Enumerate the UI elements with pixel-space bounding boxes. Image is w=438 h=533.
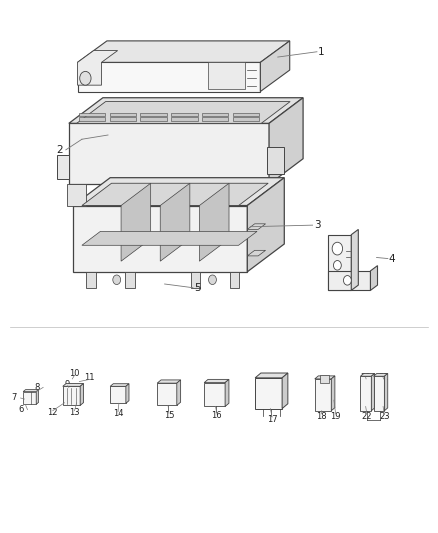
Polygon shape <box>69 98 303 123</box>
Polygon shape <box>204 383 225 407</box>
Text: 19: 19 <box>330 411 341 421</box>
Circle shape <box>113 275 120 285</box>
Polygon shape <box>385 374 388 411</box>
Text: 4: 4 <box>389 254 396 263</box>
Polygon shape <box>140 113 167 116</box>
Polygon shape <box>110 113 136 116</box>
Polygon shape <box>157 383 177 406</box>
Text: 3: 3 <box>314 220 321 230</box>
Polygon shape <box>233 117 259 120</box>
Polygon shape <box>360 376 371 411</box>
Polygon shape <box>160 183 190 261</box>
Text: 13: 13 <box>69 408 80 417</box>
Polygon shape <box>371 265 378 290</box>
Polygon shape <box>57 155 69 179</box>
Text: 8: 8 <box>34 383 40 392</box>
Polygon shape <box>78 51 118 85</box>
Circle shape <box>333 261 341 270</box>
Polygon shape <box>260 41 290 92</box>
Text: 15: 15 <box>164 411 174 420</box>
Text: 10: 10 <box>69 369 80 378</box>
Text: 22: 22 <box>362 411 372 421</box>
Text: 20: 20 <box>361 373 371 382</box>
Polygon shape <box>233 113 259 116</box>
Polygon shape <box>199 183 229 261</box>
Polygon shape <box>191 272 200 288</box>
Polygon shape <box>23 392 36 405</box>
Polygon shape <box>247 177 284 272</box>
Circle shape <box>332 242 343 255</box>
Polygon shape <box>247 251 265 256</box>
Polygon shape <box>202 113 228 116</box>
Polygon shape <box>374 376 385 411</box>
Polygon shape <box>247 224 265 229</box>
Polygon shape <box>282 373 288 409</box>
Polygon shape <box>255 373 288 378</box>
Polygon shape <box>125 272 135 288</box>
Polygon shape <box>82 231 257 245</box>
Polygon shape <box>204 379 229 383</box>
Polygon shape <box>80 384 84 406</box>
Text: 17: 17 <box>267 415 277 424</box>
Circle shape <box>343 276 351 285</box>
Polygon shape <box>225 379 229 407</box>
Polygon shape <box>23 390 39 392</box>
Polygon shape <box>331 376 335 411</box>
Polygon shape <box>110 386 126 403</box>
Text: 16: 16 <box>212 411 222 420</box>
Polygon shape <box>171 113 198 116</box>
Polygon shape <box>86 272 96 288</box>
Polygon shape <box>157 380 180 383</box>
Text: 18: 18 <box>316 411 327 421</box>
Circle shape <box>80 71 91 85</box>
Text: 6: 6 <box>19 405 24 414</box>
Polygon shape <box>63 386 80 406</box>
Polygon shape <box>110 117 136 120</box>
Polygon shape <box>351 229 358 290</box>
Polygon shape <box>36 390 39 405</box>
Polygon shape <box>140 117 167 120</box>
Polygon shape <box>267 147 284 174</box>
Polygon shape <box>230 272 240 288</box>
Polygon shape <box>360 374 374 376</box>
Polygon shape <box>126 384 129 403</box>
Polygon shape <box>320 375 328 383</box>
Text: 11: 11 <box>84 373 95 382</box>
Polygon shape <box>121 183 151 261</box>
Polygon shape <box>78 41 290 62</box>
Text: 23: 23 <box>379 411 390 421</box>
Polygon shape <box>73 177 284 206</box>
Polygon shape <box>63 384 84 386</box>
Text: 12: 12 <box>47 408 58 417</box>
Polygon shape <box>315 376 335 379</box>
Polygon shape <box>374 374 388 376</box>
Polygon shape <box>269 98 303 184</box>
Text: 21: 21 <box>378 373 389 382</box>
Polygon shape <box>82 183 268 206</box>
Text: 7: 7 <box>12 393 17 402</box>
Text: 14: 14 <box>113 409 123 418</box>
Polygon shape <box>171 117 198 120</box>
Polygon shape <box>78 62 260 92</box>
Polygon shape <box>77 102 290 123</box>
Text: 5: 5 <box>194 283 201 293</box>
Polygon shape <box>328 235 351 290</box>
Text: 1: 1 <box>318 47 325 56</box>
Polygon shape <box>315 379 331 411</box>
Text: 2: 2 <box>57 145 63 155</box>
Polygon shape <box>328 271 371 290</box>
Polygon shape <box>255 378 282 409</box>
Polygon shape <box>202 117 228 120</box>
Polygon shape <box>79 113 105 116</box>
Polygon shape <box>73 206 247 272</box>
Circle shape <box>208 275 216 285</box>
Polygon shape <box>79 117 105 120</box>
Polygon shape <box>110 384 129 386</box>
Polygon shape <box>69 123 269 184</box>
Polygon shape <box>67 184 86 206</box>
Polygon shape <box>371 374 374 411</box>
Polygon shape <box>177 380 180 406</box>
Polygon shape <box>208 62 245 89</box>
Text: 9: 9 <box>65 379 70 389</box>
